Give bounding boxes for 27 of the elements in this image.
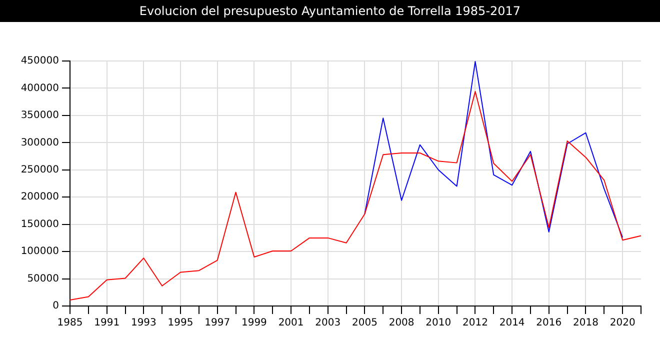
x-tick-label: 2001 bbox=[278, 318, 304, 329]
y-tick-label: 50000 bbox=[27, 273, 59, 284]
y-tick-label: 350000 bbox=[20, 110, 59, 122]
x-tick-label: 2005 bbox=[352, 318, 378, 329]
x-tick-label: 2008 bbox=[388, 318, 414, 329]
y-tick-label: 250000 bbox=[20, 164, 59, 176]
x-tick-label: 2012 bbox=[462, 318, 488, 329]
chart-title: Evolucion del presupuesto Ayuntamiento de Torrella 1985-2017 bbox=[0, 0, 660, 22]
y-tick-label: 450000 bbox=[20, 56, 59, 67]
x-tick-label: 1995 bbox=[168, 318, 194, 329]
y-tick-label: 0 bbox=[52, 300, 59, 312]
x-tick-label: 1985 bbox=[57, 318, 83, 329]
x-tick-label: 1999 bbox=[241, 318, 267, 329]
x-tick-label: 2020 bbox=[610, 318, 636, 329]
y-tick-label: 200000 bbox=[20, 192, 59, 203]
x-tick-label: 2018 bbox=[573, 318, 598, 329]
x-tick-label: 1993 bbox=[130, 318, 156, 329]
y-tick-label: 150000 bbox=[20, 218, 59, 230]
x-tick-label: 1991 bbox=[94, 318, 120, 329]
x-tick-label: 1997 bbox=[204, 318, 230, 329]
x-tick-label: 2016 bbox=[536, 318, 562, 329]
y-tick-label: 300000 bbox=[20, 137, 59, 148]
x-tick-label: 2010 bbox=[426, 318, 452, 329]
x-tick-label: 2014 bbox=[499, 318, 525, 329]
y-tick-label: 100000 bbox=[20, 246, 59, 258]
y-tick-label: 400000 bbox=[20, 82, 59, 94]
x-tick-label: 2003 bbox=[315, 318, 341, 329]
